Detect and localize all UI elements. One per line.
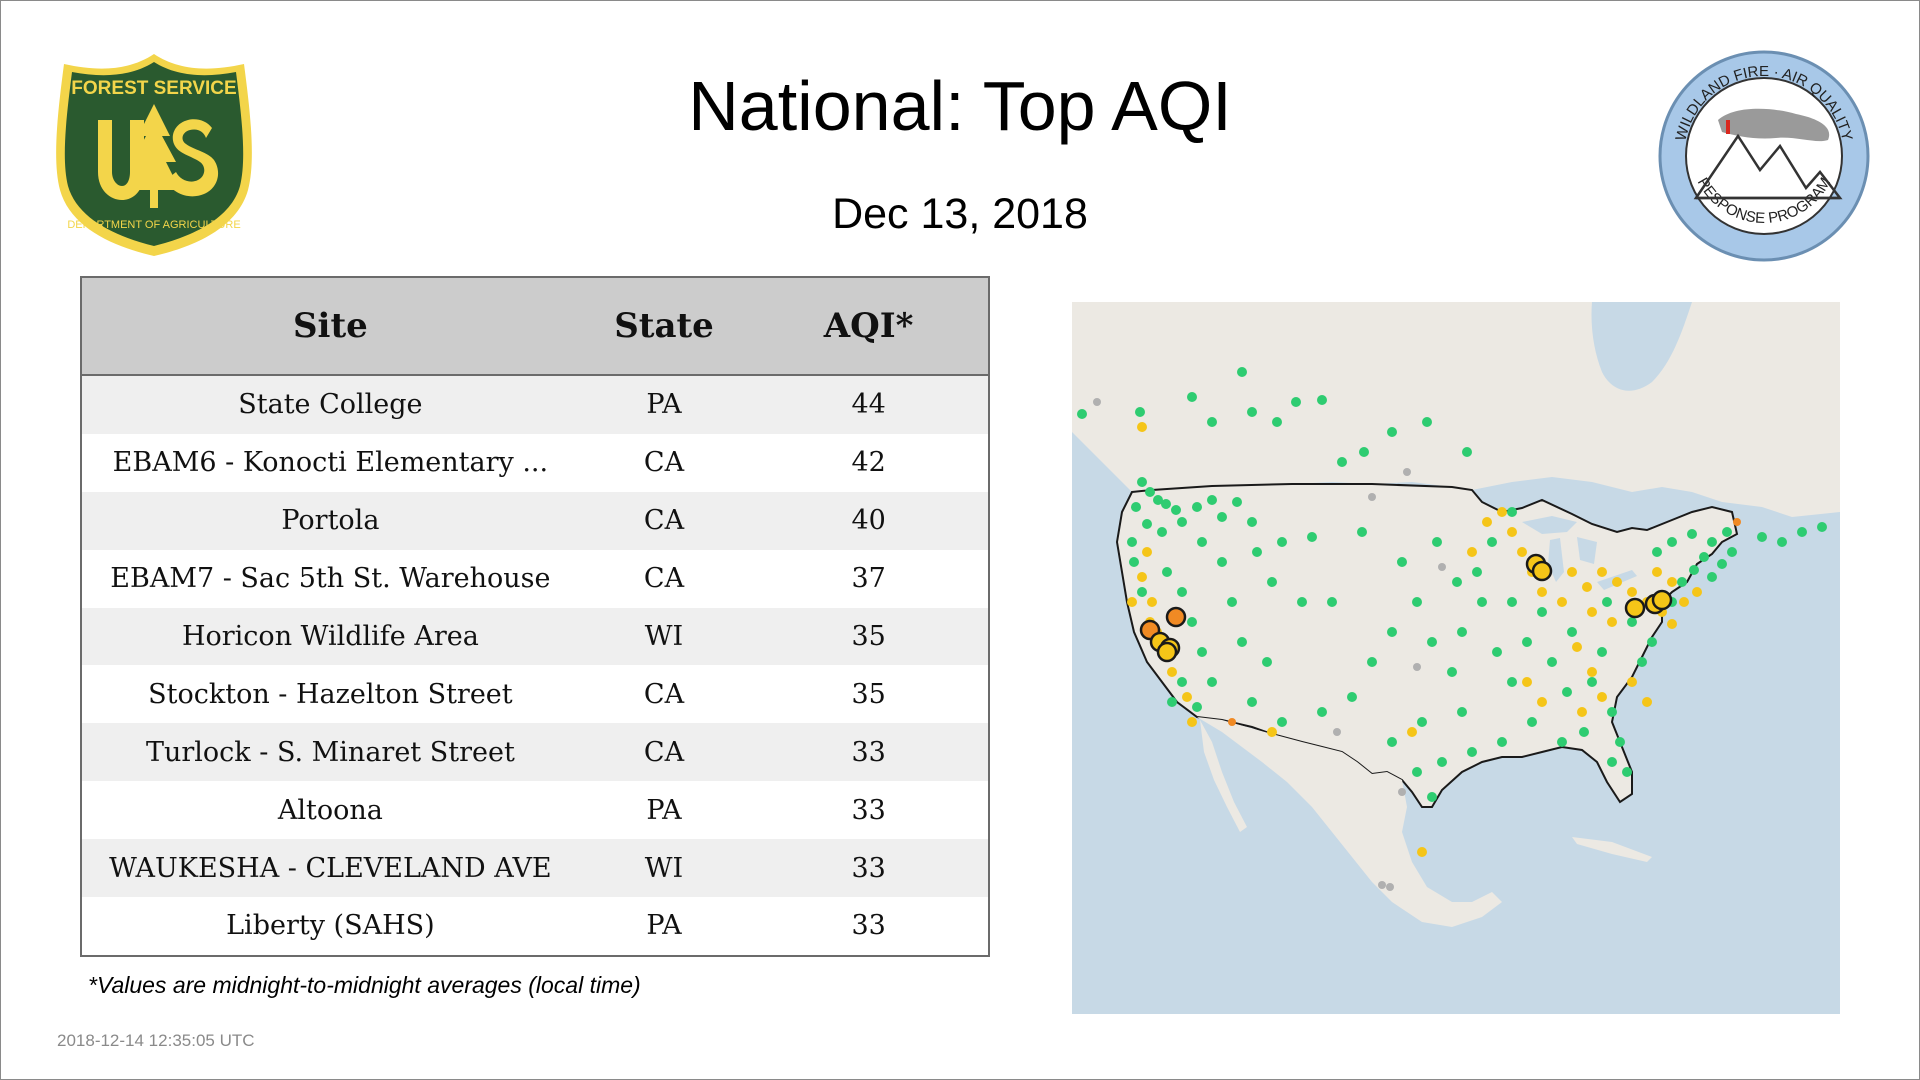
cell-aqi: 37 xyxy=(749,549,988,608)
page-title: National: Top AQI xyxy=(688,67,1232,145)
top-aqi-table: Site State AQI* State College PA 44 EBAM… xyxy=(80,276,990,957)
cell-aqi: 33 xyxy=(749,897,988,955)
cell-site: Altoona xyxy=(82,781,579,840)
cell-state: PA xyxy=(578,897,750,955)
cell-aqi: 40 xyxy=(749,491,988,550)
map-land-canada xyxy=(1072,302,1840,517)
map-lake-huron xyxy=(1577,537,1597,564)
cell-site: Portola xyxy=(82,491,579,550)
map-land-baja xyxy=(1200,720,1247,832)
cell-state: CA xyxy=(578,665,750,724)
cell-aqi: 33 xyxy=(749,723,988,782)
cell-state: CA xyxy=(578,433,750,492)
cell-site: WAUKESHA - CLEVELAND AVE xyxy=(82,839,579,898)
cell-state: CA xyxy=(578,723,750,782)
column-header-state: State xyxy=(578,278,750,376)
us-aqi-monitor-map xyxy=(1072,302,1840,1014)
cell-state: WI xyxy=(578,839,750,898)
table-row: Horicon Wildlife Area WI 35 xyxy=(82,607,988,666)
cell-aqi: 44 xyxy=(749,375,988,434)
map-water-hudson-bay xyxy=(1591,302,1692,391)
cell-site: EBAM6 - Konocti Elementary ... xyxy=(82,433,579,492)
table-row: Portola CA 40 xyxy=(82,491,988,550)
table-row: WAUKESHA - CLEVELAND AVE WI 33 xyxy=(82,839,988,898)
footnote: *Values are midnight-to-midnight average… xyxy=(88,972,641,998)
table-row: EBAM6 - Konocti Elementary ... CA 42 xyxy=(82,433,988,492)
page-date: Dec 13, 2018 xyxy=(832,190,1088,238)
cell-state: PA xyxy=(578,781,750,840)
map-lake-superior xyxy=(1522,516,1577,534)
cell-state: PA xyxy=(578,375,750,434)
generated-timestamp: 2018-12-14 12:35:05 UTC xyxy=(57,1031,255,1050)
column-header-aqi: AQI* xyxy=(749,278,988,376)
table-row: Liberty (SAHS) PA 33 xyxy=(82,897,988,955)
cell-state: WI xyxy=(578,607,750,666)
wildland-fire-air-quality-response-program-icon: WILDLAND FIRE · AIR QUALITY RESPONSE PRO… xyxy=(1658,50,1870,262)
cell-aqi: 33 xyxy=(749,781,988,840)
table-header-row: Site State AQI* xyxy=(82,278,988,376)
table-row: EBAM7 - Sac 5th St. Warehouse CA 37 xyxy=(82,549,988,608)
column-header-site: Site xyxy=(82,278,579,376)
cell-aqi: 42 xyxy=(749,433,988,492)
cell-site: Liberty (SAHS) xyxy=(82,897,579,955)
map-land-cuba xyxy=(1572,837,1652,862)
svg-text:FOREST SERVICE: FOREST SERVICE xyxy=(71,78,236,99)
cell-aqi: 33 xyxy=(749,839,988,898)
table-row: Stockton - Hazelton Street CA 35 xyxy=(82,665,988,724)
table-row: Altoona PA 33 xyxy=(82,781,988,840)
map-land-mexico xyxy=(1197,717,1502,927)
cell-site: Turlock - S. Minaret Street xyxy=(82,723,579,782)
map-land-usa xyxy=(1115,483,1739,808)
cell-site: EBAM7 - Sac 5th St. Warehouse xyxy=(82,549,579,608)
cell-site: Horicon Wildlife Area xyxy=(82,607,579,666)
cell-state: CA xyxy=(578,549,750,608)
cell-aqi: 35 xyxy=(749,665,988,724)
map-monitor-points xyxy=(1077,367,1827,891)
cell-site: Stockton - Hazelton Street xyxy=(82,665,579,724)
table-row: Turlock - S. Minaret Street CA 33 xyxy=(82,723,988,782)
table-row: State College PA 44 xyxy=(82,375,988,434)
cell-site: State College xyxy=(82,375,579,434)
forest-service-shield-icon: FOREST SERVICE DEPARTMENT OF AGRICULTURE xyxy=(56,54,252,256)
cell-aqi: 35 xyxy=(749,607,988,666)
cell-state: CA xyxy=(578,491,750,550)
svg-text:DEPARTMENT OF AGRICULTURE: DEPARTMENT OF AGRICULTURE xyxy=(67,219,240,231)
